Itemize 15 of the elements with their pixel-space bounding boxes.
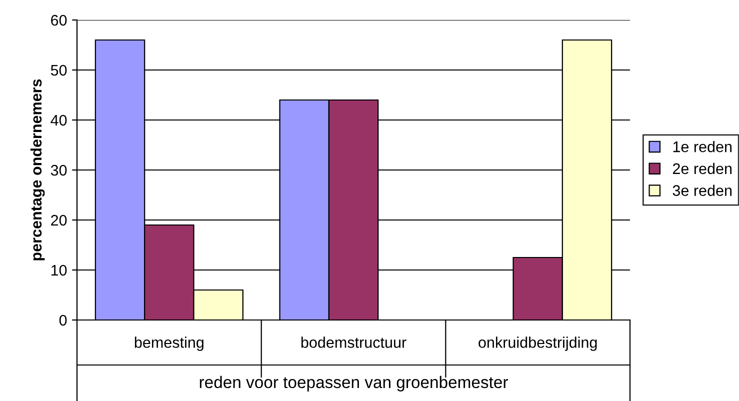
legend-label: 3e reden: [672, 184, 732, 196]
x-tick-label: bodemstructuur: [301, 336, 406, 348]
y-axis-title: percentage ondernemers: [30, 79, 45, 260]
y-tick-label: 40: [50, 114, 67, 126]
y-tick-label: 0: [59, 314, 67, 326]
y-tick-label: 10: [51, 264, 67, 276]
y-tick-label: 20: [51, 214, 67, 226]
legend-label: 1e reden: [673, 141, 732, 152]
x-tick-label: onkruidbestrijding: [478, 336, 597, 351]
y-tick-label: 30: [50, 164, 67, 176]
legend-label: 2e reden: [672, 162, 732, 174]
x-tick-label: bemesting: [134, 336, 204, 351]
x-axis-title: reden voor toepassen van groenbemester: [200, 376, 508, 392]
y-tick-label: 60: [51, 14, 67, 26]
y-tick-label: 50: [50, 64, 67, 76]
